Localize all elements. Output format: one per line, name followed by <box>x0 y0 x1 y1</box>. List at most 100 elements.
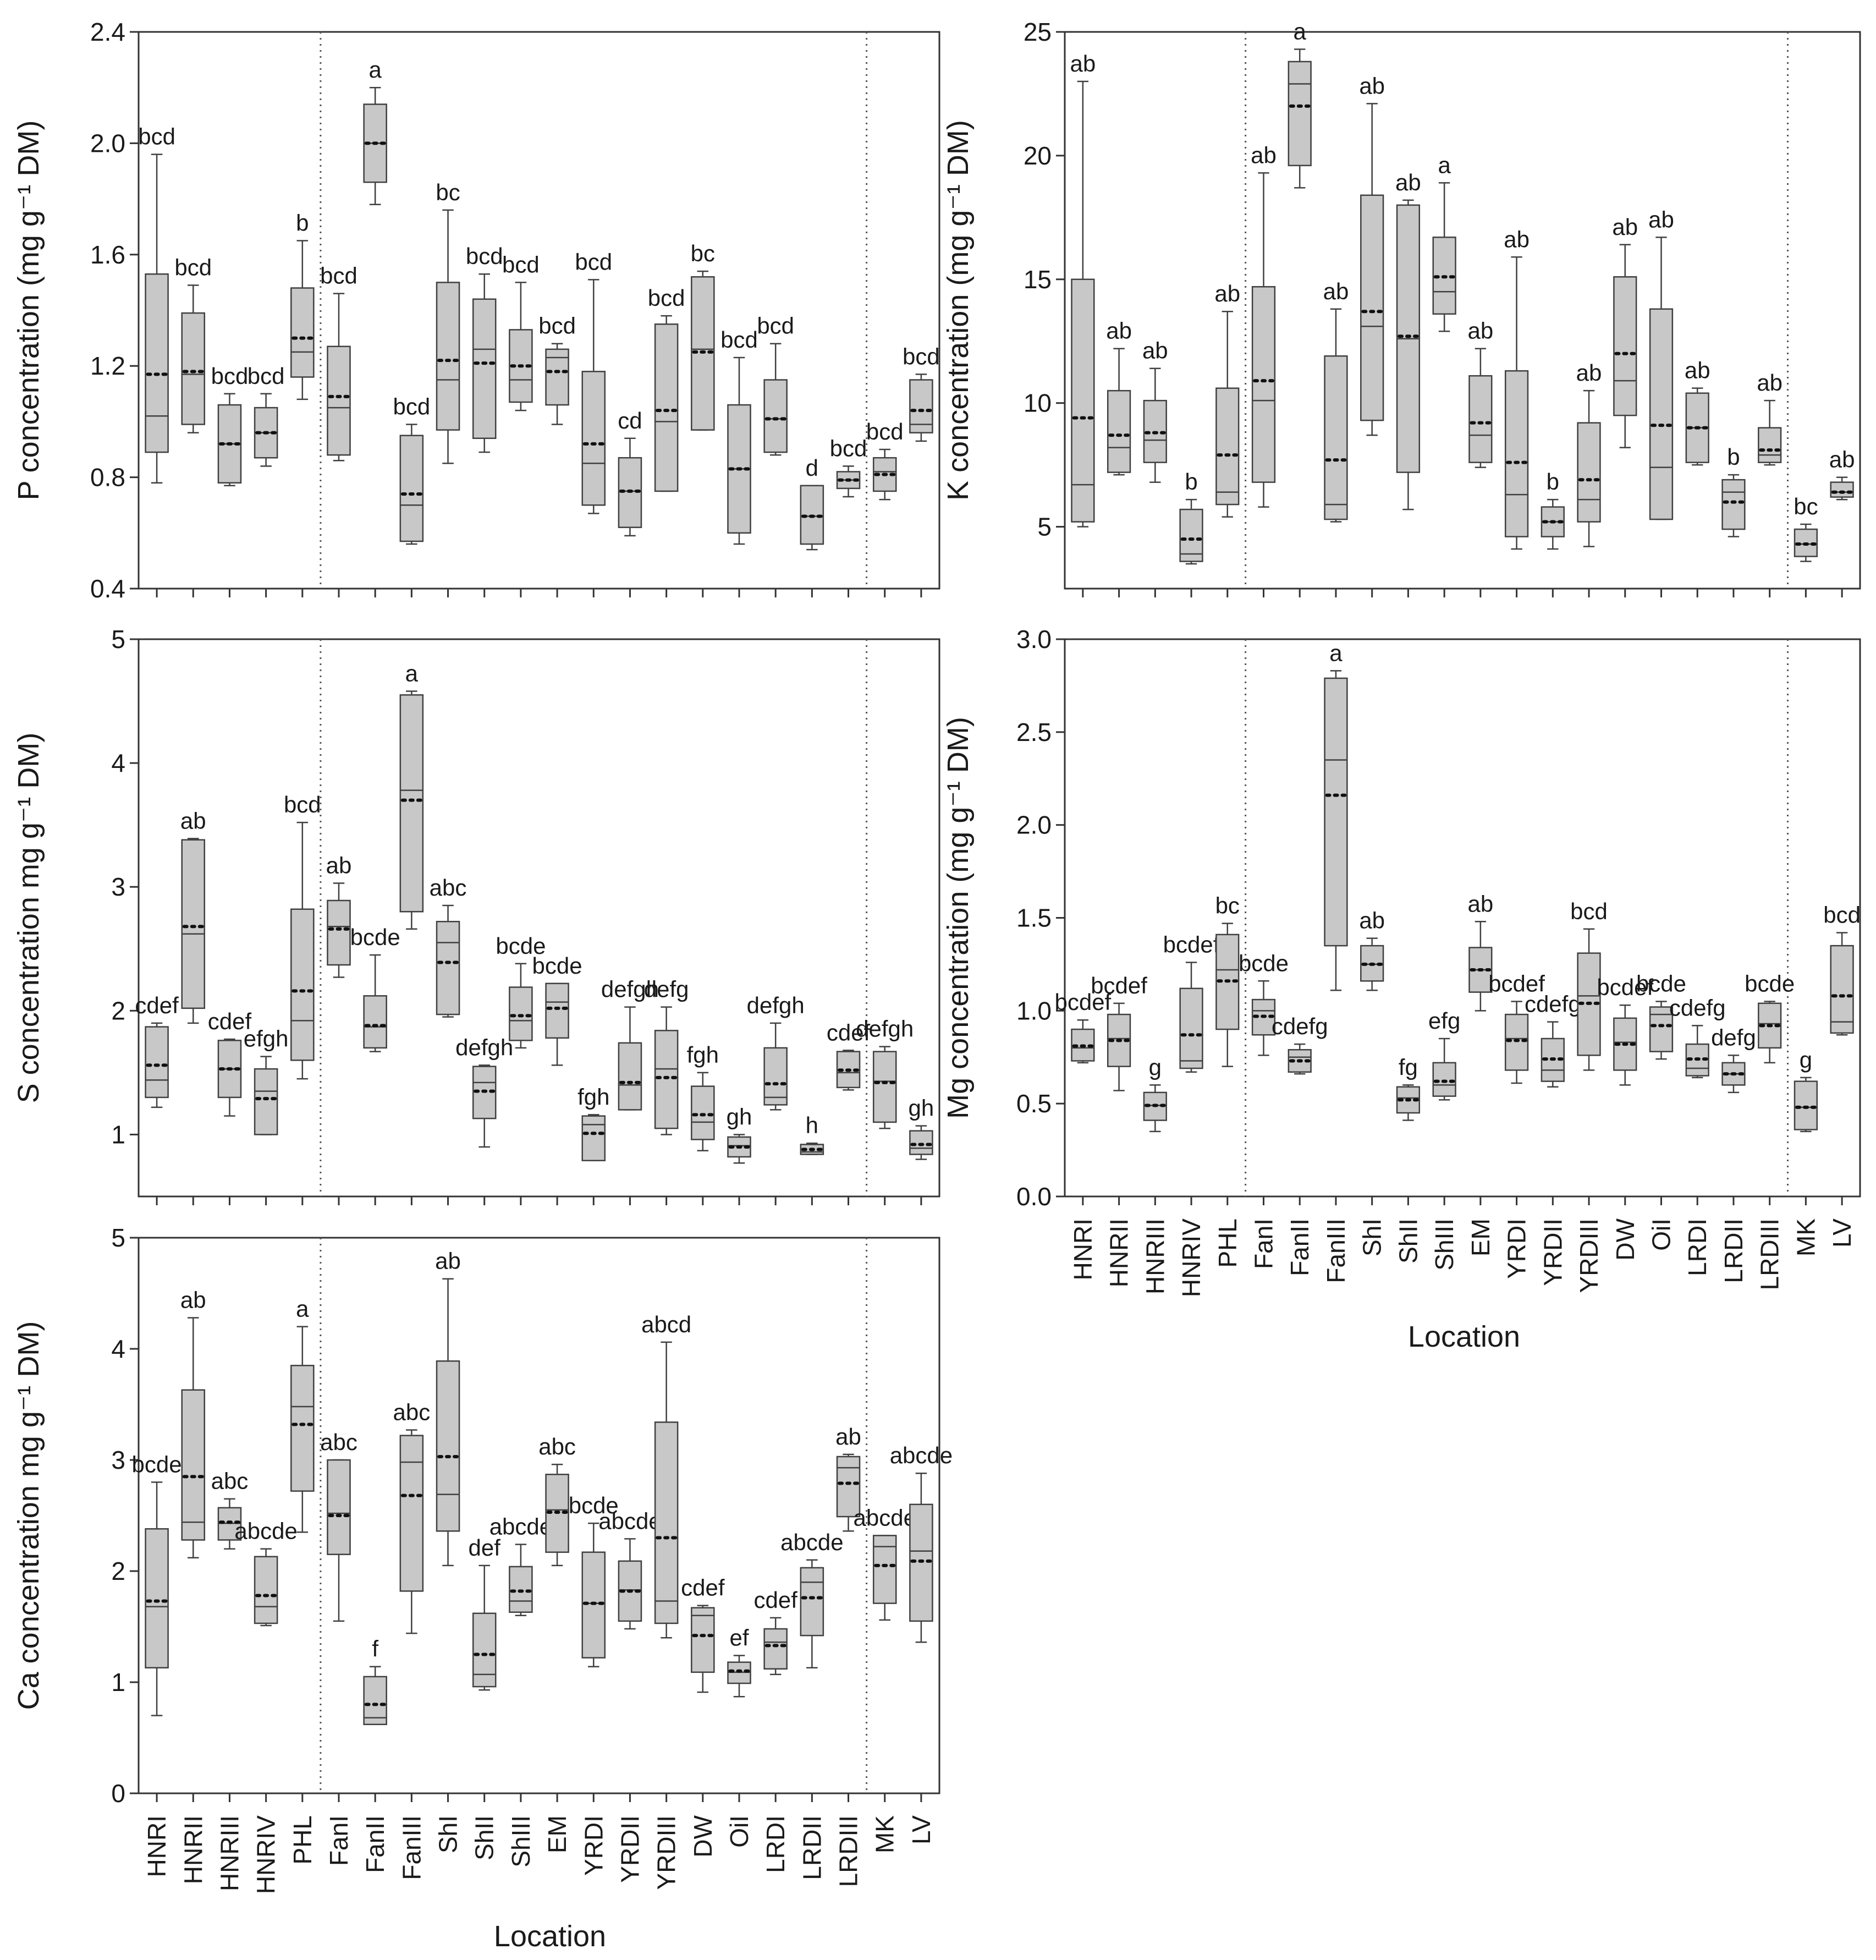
p-box-hnri: bcd <box>138 124 175 484</box>
mg-significance-label-yrdiii: bcd <box>1570 898 1608 924</box>
k-y-tick-label: 20 <box>1024 141 1052 170</box>
p-box-shii: bcd <box>466 243 503 453</box>
ca-significance-label-shiii: abcde <box>489 1514 552 1540</box>
k-iqr-dw <box>1613 276 1637 416</box>
k-significance-label-hnriii: ab <box>1142 338 1168 364</box>
k-box-shi: ab <box>1359 73 1385 436</box>
p-significance-label-mk: bcd <box>866 419 904 444</box>
s-iqr-hnri <box>145 1026 169 1099</box>
k-iqr-hnrii <box>1107 389 1131 473</box>
k-y-tick-label: 25 <box>1024 18 1052 46</box>
mg-category-label-lv: LV <box>1828 1218 1856 1248</box>
k-significance-label-oii: ab <box>1648 206 1674 232</box>
p-box-lrdi: bcd <box>757 313 794 456</box>
mg-iqr-lv <box>1830 945 1854 1034</box>
p-box-yrdiii: bcd <box>648 285 685 492</box>
mg-significance-label-shiii: efg <box>1428 1008 1460 1034</box>
mg-category-label-hnriii: HNRIII <box>1141 1218 1169 1294</box>
mg-y-axis-title: Mg concentration (mg g⁻¹ DM) <box>942 717 975 1119</box>
mg-box-shiii: efg <box>1428 1008 1460 1101</box>
p-y-tick-label: 2.0 <box>90 129 125 157</box>
mg-category-label-fani: FanI <box>1250 1218 1278 1269</box>
p-iqr-hnri <box>145 273 169 453</box>
k-iqr-hnriv <box>1179 508 1203 562</box>
s-box-lrdi: defgh <box>747 992 805 1111</box>
mg-box-hnriv: bcdef <box>1163 932 1220 1073</box>
p-y-tick-label: 2.4 <box>90 18 125 46</box>
mg-iqr-hnriv <box>1179 987 1203 1069</box>
p-iqr-fani <box>327 345 351 456</box>
k-box-shii: ab <box>1395 169 1421 510</box>
p-significance-label-dw: bc <box>691 240 715 266</box>
s-significance-label-hnrii: ab <box>180 808 206 833</box>
ca-category-label-em: EM <box>543 1815 571 1853</box>
p-box-hnriii: bcd <box>211 363 248 487</box>
s-box-shiii: bcde <box>496 933 546 1049</box>
s-box-lrdiii: cdef <box>827 1019 871 1091</box>
s-iqr-yrdiii <box>654 1030 679 1129</box>
k-box-yrdiii: ab <box>1576 360 1602 547</box>
k-significance-label-lrdii: b <box>1727 444 1740 470</box>
k-significance-label-hnri: ab <box>1070 51 1096 76</box>
mg-significance-label-shii: fg <box>1399 1054 1418 1080</box>
mg-category-label-shii: ShII <box>1394 1218 1422 1264</box>
k-significance-label-yrdii: b <box>1547 469 1559 495</box>
mg-category-label-hnriv: HNRIV <box>1177 1218 1206 1297</box>
ca-significance-label-shii: def <box>469 1535 501 1561</box>
mg-significance-label-lrdii: defg <box>1711 1024 1756 1050</box>
k-significance-label-fani: ab <box>1251 142 1277 168</box>
mg-box-hnrii: bcdef <box>1091 973 1147 1091</box>
p-box-faniii: bcd <box>393 393 430 545</box>
mg-box-shi: ab <box>1359 908 1385 991</box>
s-significance-label-dw: fgh <box>687 1042 719 1068</box>
s-plot-frame <box>137 638 940 1198</box>
s-iqr-yrdi <box>581 1115 606 1161</box>
p-significance-label-em: bcd <box>538 313 576 339</box>
s-y-tick-label: 3 <box>111 872 125 901</box>
ca-box-shi: ab <box>435 1248 461 1567</box>
ca-significance-label-hnri: bcde <box>132 1451 182 1477</box>
ca-significance-label-shi: ab <box>435 1248 461 1274</box>
k-significance-label-dw: ab <box>1612 214 1638 240</box>
p-box-mk: bcd <box>866 419 904 501</box>
ca-plot-frame <box>137 1237 940 1794</box>
k-significance-label-lv: ab <box>1829 447 1855 473</box>
ca-significance-label-lrdii: abcde <box>780 1529 843 1555</box>
ca-category-label-shiii: ShIII <box>507 1815 535 1868</box>
k-significance-label-lrdi: ab <box>1685 358 1710 383</box>
ca-category-label-hnriii: HNRIII <box>215 1815 244 1891</box>
mg-y-tick-label: 0.0 <box>1016 1182 1052 1211</box>
ca-box-yrdii: abcde <box>598 1508 662 1630</box>
k-y-axis-title: K concentration (mg g⁻¹ DM) <box>942 120 975 501</box>
mg-category-label-shi: ShI <box>1358 1218 1387 1256</box>
s-box-lv: gh <box>909 1095 934 1160</box>
p-box-oii: bcd <box>720 327 758 545</box>
k-y-tick-label: 10 <box>1024 389 1052 418</box>
ca-box-shii: def <box>469 1535 501 1691</box>
ca-y-tick-label: 2 <box>111 1557 125 1585</box>
p-box-lrdii: d <box>800 455 824 551</box>
ca-category-label-lrdi: LRDI <box>761 1815 790 1873</box>
ca-significance-label-yrdi: bcde <box>569 1492 619 1518</box>
p-iqr-phl <box>290 287 315 378</box>
mg-box-shii: fg <box>1396 1054 1421 1121</box>
p-iqr-em <box>545 348 569 406</box>
ca-iqr-yrdi <box>581 1551 606 1659</box>
mg-significance-label-em: ab <box>1468 891 1494 916</box>
ca-significance-label-hnriii: abc <box>211 1468 249 1494</box>
panel-mg-concentration: 0.0 0.5 1.0 1.5 2.0 2.5 3.0 Mg concentration (m… <box>942 625 1861 1297</box>
mg-box-em: ab <box>1468 891 1494 1012</box>
ca-category-label-lv: LV <box>907 1815 936 1844</box>
p-y-tick-label: 1.2 <box>90 352 125 380</box>
s-iqr-hnriv <box>254 1068 278 1135</box>
ca-iqr-phl <box>290 1365 315 1492</box>
p-significance-label-hnriv: bcd <box>247 363 285 389</box>
s-y-tick-label: 2 <box>111 996 125 1025</box>
ca-category-label-dw: DW <box>689 1815 717 1857</box>
mg-y-tick-label: 1.0 <box>1016 996 1052 1025</box>
mg-box-fanii: cdefg <box>1272 1013 1328 1075</box>
mg-category-label-faniii: FanIII <box>1322 1218 1350 1283</box>
ca-iqr-shiii <box>509 1566 533 1613</box>
s-significance-label-yrdii: defgh <box>601 976 659 1002</box>
